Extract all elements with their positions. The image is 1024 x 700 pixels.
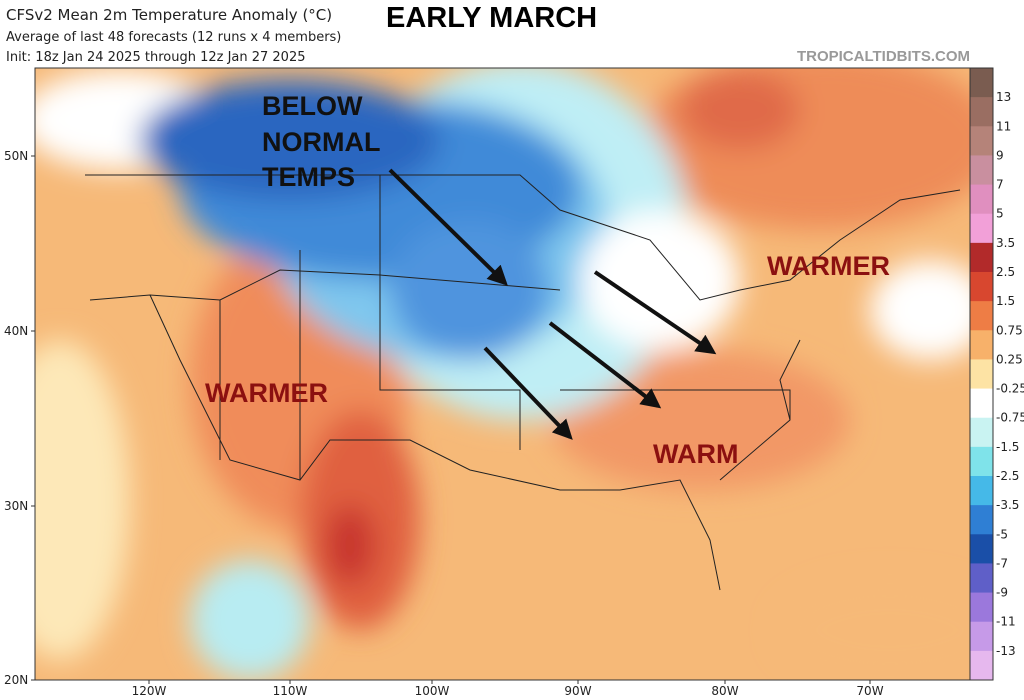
subtitle: Average of last 48 forecasts (12 runs x …	[6, 30, 341, 45]
colorbar-segment	[970, 97, 993, 127]
colorbar-label: 0.25	[996, 352, 1023, 366]
colorbar-segment	[970, 301, 993, 331]
colorbar-segment	[970, 417, 993, 448]
colorbar-label: 13	[996, 90, 1011, 104]
colorbar-segment	[970, 592, 993, 623]
lat-label: 30N	[4, 499, 28, 513]
arrows	[388, 168, 717, 440]
lat-label: 40N	[4, 324, 28, 338]
colorbar-segment	[970, 272, 993, 302]
lon-label: 90W	[564, 684, 591, 698]
colorbar-segment	[970, 330, 993, 360]
colorbar-label: -9	[996, 586, 1008, 600]
colorbar-label: 5	[996, 207, 1004, 221]
colorbar-segment	[970, 650, 993, 681]
colorbar-label: -0.25	[996, 382, 1024, 396]
annotation: WARM	[653, 439, 738, 469]
colorbar: 13 11 9 7 5 3.5 2.5 1.5 0.75 0.25 -0.25 -0.75 -1.5 -2…	[969, 67, 1024, 681]
lon-label: 70W	[856, 684, 883, 698]
lon-label: 80W	[711, 684, 738, 698]
colorbar-label: 7	[996, 178, 1004, 192]
lon-label: 100W	[415, 684, 450, 698]
colorbar-segment	[970, 68, 993, 98]
source: TROPICALTIDBITS.COM	[797, 48, 970, 65]
colorbar-segment	[970, 446, 993, 477]
colorbar-label: -2.5	[996, 469, 1019, 483]
lat-label: 20N	[4, 673, 28, 687]
colorbar-segment	[970, 476, 993, 506]
colorbar-label: 9	[996, 148, 1004, 162]
lon-label: 110W	[273, 684, 308, 698]
colorbar-label: -7	[996, 556, 1008, 570]
colorbar-label: 11	[996, 119, 1011, 133]
colorbar-frame	[969, 67, 994, 681]
colorbar-label: -0.75	[996, 411, 1024, 425]
colorbar-label: -13	[996, 644, 1016, 658]
lat-label: 50N	[4, 149, 28, 163]
colorbar-label: 3.5	[996, 236, 1015, 250]
annotation: BELOW	[262, 91, 363, 121]
colorbar-segment	[970, 242, 993, 273]
colorbar-segment	[970, 621, 993, 652]
map-title: CFSv2 Mean 2m Temperature Anomaly (°C)	[6, 6, 332, 24]
colorbar-label: 2.5	[996, 265, 1015, 279]
colorbar-segment	[970, 563, 993, 594]
colorbar-segment	[970, 126, 993, 156]
colorbar-label: -11	[996, 615, 1016, 629]
headline: EARLY MARCH	[386, 2, 597, 34]
colorbar-segment	[970, 359, 993, 390]
annotation: WARMER	[767, 251, 890, 281]
anomaly-field	[35, 68, 970, 680]
colorbar-segment	[970, 388, 993, 419]
colorbar-label: -5	[996, 527, 1008, 541]
axis-labels: 50N 40N 30N 20N 120W 110W 100W 90W 80W 70W	[4, 149, 884, 698]
colorbar-label: -1.5	[996, 440, 1019, 454]
lon-label: 120W	[132, 684, 167, 698]
colorbar-segment	[970, 184, 993, 215]
annotation: TEMPS	[262, 162, 355, 192]
colorbar-segment	[970, 213, 993, 244]
annotation: WARMER	[205, 378, 328, 408]
init-time: Init: 18z Jan 24 2025 through 12z Jan 27…	[6, 50, 306, 65]
annotation: NORMAL	[262, 127, 380, 157]
colorbar-segment	[970, 155, 993, 186]
colorbar-segment	[970, 505, 993, 535]
colorbar-label: 0.75	[996, 323, 1023, 337]
colorbar-segment	[970, 534, 993, 564]
colorbar-label: 1.5	[996, 294, 1015, 308]
colorbar-label: -3.5	[996, 498, 1019, 512]
